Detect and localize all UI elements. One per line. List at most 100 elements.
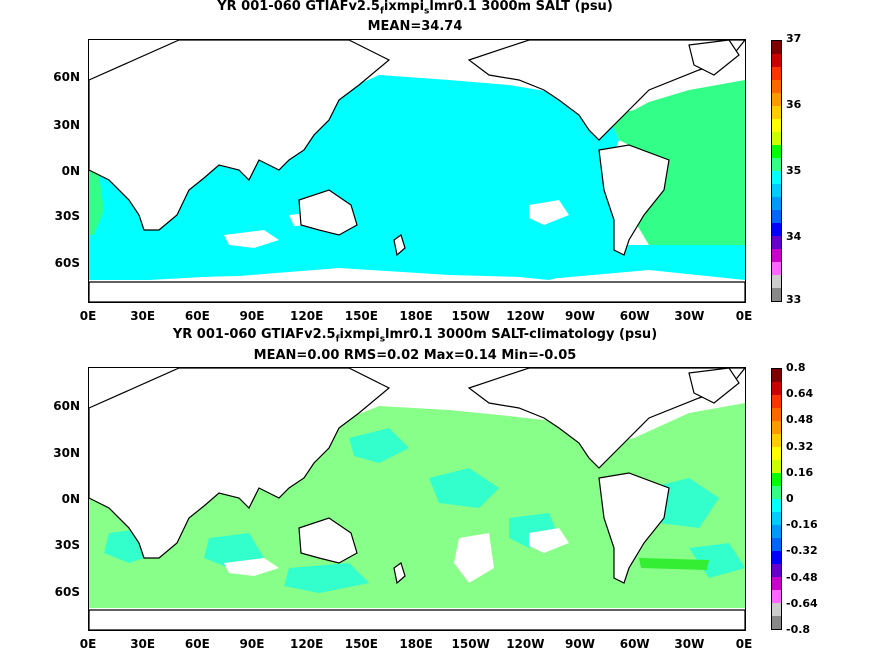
bottom-cb-label-3: 0.32 — [786, 439, 814, 453]
bottom-xtick-8: 120W — [506, 637, 545, 651]
top-ocean-indo-pacific — [89, 75, 634, 280]
bottom-colorbar — [771, 368, 782, 630]
bottom-land — [89, 368, 745, 630]
bottom-xtick-1: 30E — [130, 637, 156, 651]
top-subtitle: MEAN=34.74 — [367, 19, 463, 34]
bottom-cb-label-7: -0.32 — [786, 544, 818, 558]
bottom-colorbar-segment — [772, 551, 781, 564]
top-cb-label-37: 37 — [786, 32, 802, 45]
top-cb-label-35: 35 — [786, 164, 802, 177]
top-map — [88, 39, 746, 303]
top-ocean-indian-west — [89, 165, 104, 235]
top-xtick-10: 60W — [619, 309, 650, 323]
top-xtick-6: 180E — [399, 309, 433, 323]
top-xtick-2: 60E — [184, 309, 210, 323]
top-ytick-60n: 60N — [53, 70, 80, 84]
bottom-colorbar-segment — [772, 512, 781, 525]
top-colorbar-segment — [772, 236, 781, 249]
bottom-colorbar-segment — [772, 421, 781, 434]
bottom-cb-label-0: 0.8 — [786, 361, 806, 374]
top-colorbar-segment — [772, 262, 781, 275]
bottom-xtick-10: 60W — [619, 637, 650, 651]
bottom-ytick-0n: 0N — [61, 492, 80, 506]
bottom-cb-label-10: -0.8 — [786, 623, 811, 636]
top-land — [89, 40, 745, 302]
bottom-xtick-3: 90E — [239, 637, 265, 651]
top-xtick-8: 120W — [506, 309, 545, 323]
top-colorbar-segment — [772, 80, 781, 93]
bottom-colorbar-segment — [772, 395, 781, 408]
bottom-colorbar-segment — [772, 486, 781, 499]
bottom-subtitle: MEAN=0.00 RMS=0.02 Max=0.14 Min=-0.05 — [253, 348, 577, 363]
bottom-xtick-5: 150E — [344, 637, 378, 651]
bottom-colorbar-segment — [772, 460, 781, 473]
top-ytick-30n: 30N — [53, 118, 80, 132]
bottom-cb-label-5: 0 — [786, 492, 794, 505]
bottom-colorbar-segment — [772, 499, 781, 512]
bottom-ytick-30n: 30N — [53, 446, 80, 460]
top-xtick-1: 30E — [130, 309, 156, 323]
top-colorbar-segment — [772, 67, 781, 80]
top-title: YR 001-060 GTIAFv2.5fixmpislmr0.1 3000m … — [217, 0, 613, 17]
top-white-patch-1 — [224, 230, 279, 248]
top-colorbar-segment — [772, 249, 781, 262]
bottom-colorbar-segment — [772, 538, 781, 551]
bottom-colorbar-segment — [772, 616, 781, 629]
bottom-xtick-9: 90W — [565, 637, 595, 651]
bottom-ytick-30s: 30S — [54, 538, 80, 552]
bottom-title: YR 001-060 GTIAFv2.5fixmpislmr0.1 3000m … — [172, 327, 658, 345]
bottom-white-patches — [224, 528, 569, 583]
top-colorbar-segment — [772, 132, 781, 145]
bottom-cyan-patches — [104, 428, 745, 593]
bottom-cb-label-1: 0.64 — [786, 387, 814, 401]
top-colorbar-segment — [772, 184, 781, 197]
top-ytick-30s: 30S — [54, 209, 80, 223]
top-cb-label-36: 36 — [786, 98, 802, 111]
bottom-xtick-12: 0E — [735, 637, 753, 651]
bottom-xtick-6: 180E — [399, 637, 433, 651]
bottom-xtick-0: 0E — [79, 637, 97, 651]
bottom-colorbar-segment — [772, 408, 781, 421]
bottom-colorbar-segment — [772, 590, 781, 603]
top-white-patch-2 — [529, 200, 569, 225]
top-xtick-9: 90W — [565, 309, 595, 323]
bottom-cb-label-9: -0.64 — [786, 596, 818, 610]
bottom-cb-label-6: -0.16 — [786, 518, 818, 532]
bottom-colorbar-segment — [772, 369, 781, 382]
top-xtick-11: 30W — [674, 309, 705, 323]
bottom-colorbar-segment — [772, 525, 781, 538]
top-colorbar-segment — [772, 93, 781, 106]
bottom-colorbar-segment — [772, 447, 781, 460]
bottom-cb-label-8: -0.48 — [786, 570, 818, 584]
bottom-colorbar-segment — [772, 577, 781, 590]
top-xtick-7: 150W — [451, 309, 490, 323]
bottom-ytick-60s: 60S — [54, 585, 80, 599]
top-colorbar-segment — [772, 223, 781, 236]
bottom-green-patch — [639, 558, 709, 570]
bottom-colorbar-segment — [772, 603, 781, 616]
bottom-colorbar-segment — [772, 473, 781, 486]
top-ocean-southern — [89, 245, 745, 280]
top-cb-label-34: 34 — [786, 230, 802, 243]
top-xtick-12: 0E — [735, 309, 753, 323]
bottom-cb-label-2: 0.48 — [786, 413, 814, 427]
bottom-map — [88, 367, 746, 631]
top-colorbar-segment — [772, 197, 781, 210]
top-xtick-0: 0E — [79, 309, 97, 323]
top-colorbar-segment — [772, 210, 781, 223]
bottom-colorbar-segment — [772, 382, 781, 395]
bottom-colorbar-segment — [772, 564, 781, 577]
bottom-xtick-2: 60E — [184, 637, 210, 651]
top-ytick-60s: 60S — [54, 256, 80, 270]
top-colorbar-segment — [772, 158, 781, 171]
top-colorbar-segment — [772, 41, 781, 54]
bottom-colorbar-segment — [772, 434, 781, 447]
top-colorbar — [771, 40, 782, 302]
top-colorbar-segment — [772, 119, 781, 132]
bottom-xtick-7: 150W — [451, 637, 490, 651]
top-xtick-4: 120E — [290, 309, 324, 323]
bottom-ytick-60n: 60N — [53, 399, 80, 413]
top-colorbar-segment — [772, 288, 781, 301]
top-xtick-3: 90E — [239, 309, 265, 323]
top-ytick-0n: 0N — [61, 164, 80, 178]
